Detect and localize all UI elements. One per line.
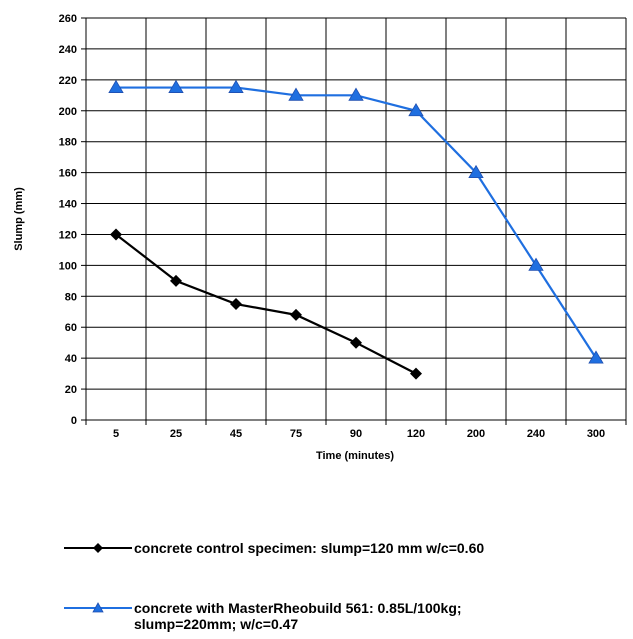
x-tick-label: 25	[170, 428, 182, 440]
x-tick-label: 75	[290, 428, 302, 440]
y-tick-label: 260	[59, 13, 77, 25]
y-tick-labels: 0 20 40 60 80 100 120 140 160 180 200 220 240 260	[59, 13, 77, 427]
legend-item-rheobuild: concrete with MasterRheobuild 561: 0.85L…	[62, 600, 622, 632]
x-tick-label: 90	[350, 428, 362, 440]
slump-chart: 0 20 40 60 80 100 120 140 160 180 200 220 240 260 5 25…	[0, 0, 633, 480]
data-point-control	[350, 337, 362, 349]
data-point-control	[290, 309, 302, 321]
x-tick-label: 45	[230, 428, 242, 440]
y-tick-label: 100	[59, 260, 77, 272]
x-tick-label: 120	[407, 428, 425, 440]
data-point-control	[410, 368, 422, 380]
y-tick-label: 20	[65, 384, 77, 396]
x-tick-labels: 5 25 45 75 90 120 200 240 300	[113, 428, 605, 440]
y-tick-label: 80	[65, 291, 77, 303]
legend-label-rheobuild-line2: slump=220mm; w/c=0.47	[134, 616, 298, 632]
x-axis-title: Time (minutes)	[316, 450, 394, 462]
data-point-rheobuild	[589, 351, 603, 363]
y-tick-label: 160	[59, 168, 77, 180]
y-axis-title: Slump (mm)	[13, 187, 25, 251]
x-tick-label: 200	[467, 428, 485, 440]
y-tick-label: 200	[59, 106, 77, 118]
legend-key-rheobuild	[62, 600, 134, 616]
legend-item-control: concrete control specimen: slump=120 mm …	[62, 540, 622, 556]
x-tick-label: 300	[587, 428, 605, 440]
y-tick-label: 120	[59, 229, 77, 241]
y-tick-label: 180	[59, 137, 77, 149]
y-tick-label: 60	[65, 322, 77, 334]
legend-label-control: concrete control specimen: slump=120 mm …	[134, 540, 484, 556]
grid	[81, 18, 626, 425]
data-point-rheobuild	[529, 258, 543, 270]
data-point-control	[230, 298, 242, 310]
x-tick-label: 5	[113, 428, 119, 440]
y-tick-label: 240	[59, 44, 77, 56]
y-tick-label: 220	[59, 75, 77, 87]
legend-label-rheobuild-line1: concrete with MasterRheobuild 561: 0.85L…	[134, 600, 462, 616]
y-tick-label: 140	[59, 199, 77, 211]
series-layer	[109, 81, 603, 380]
series-line-rheobuild	[116, 88, 596, 359]
y-tick-label: 0	[71, 415, 77, 427]
legend-key-control	[62, 540, 134, 556]
legend: concrete control specimen: slump=120 mm …	[62, 540, 622, 636]
legend-label-rheobuild: concrete with MasterRheobuild 561: 0.85L…	[134, 600, 462, 632]
x-tick-label: 240	[527, 428, 545, 440]
y-tick-label: 40	[65, 353, 77, 365]
